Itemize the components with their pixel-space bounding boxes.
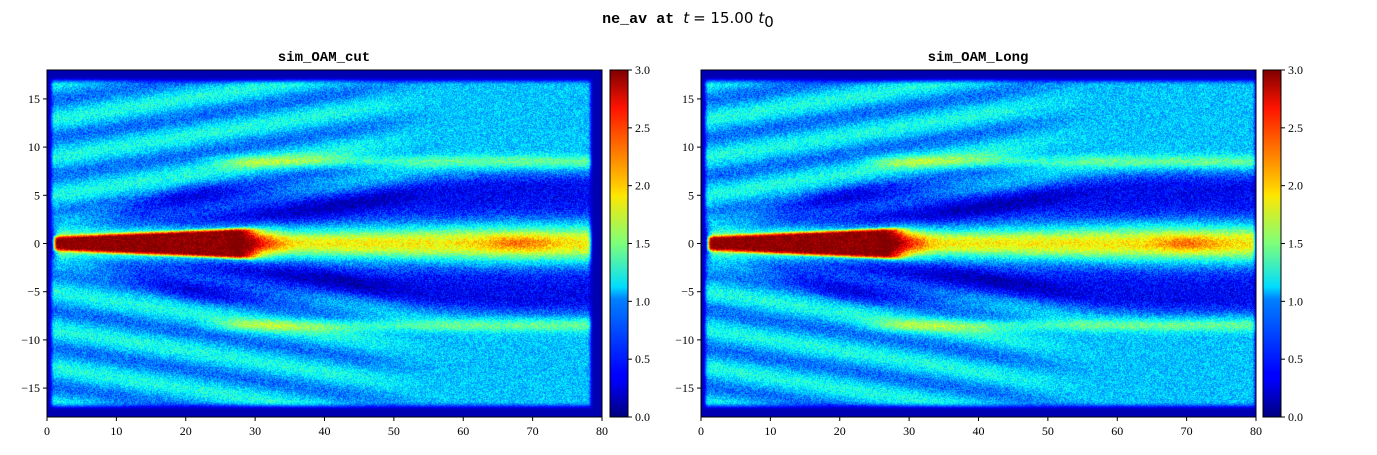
panel-title-sim-oam-cut: sim_OAM_cut bbox=[278, 50, 370, 66]
colorbar-tick-label-sim-oam-long: 2.0 bbox=[1288, 179, 1303, 193]
colorbar-tick-label-sim-oam-cut: 1.5 bbox=[635, 237, 650, 251]
colorbar-tick-label-sim-oam-long: 2.5 bbox=[1288, 121, 1303, 135]
x-tick-label-sim-oam-cut: 70 bbox=[527, 424, 539, 438]
colorbar-tick-label-sim-oam-cut: 2.0 bbox=[635, 179, 650, 193]
panel-sim-oam-cut: sim_OAM_cut 0 10 20 30 40 50 60 70 80151050−5−10… bbox=[21, 50, 650, 438]
y-tick-label-sim-oam-cut: −5 bbox=[27, 285, 40, 299]
y-tick-label-sim-oam-cut: −10 bbox=[21, 333, 40, 347]
colorbar-ticks-sim-oam-cut: 0.0 0.5 1.0 1.5 2.0 2.5 3.0 bbox=[628, 63, 650, 424]
suptitle-variable: ne_av bbox=[602, 11, 647, 28]
x-tick-label-sim-oam-cut: 40 bbox=[319, 424, 331, 438]
y-tick-label-sim-oam-long: 0 bbox=[688, 237, 694, 251]
x-tick-label-sim-oam-cut: 20 bbox=[180, 424, 192, 438]
panel-sim-oam-long: sim_OAM_Long 0 10 20 30 40 50 60 70 80151050−5−1… bbox=[675, 50, 1303, 438]
x-tick-label-sim-oam-long: 40 bbox=[973, 424, 985, 438]
y-tick-label-sim-oam-long: 5 bbox=[688, 188, 694, 202]
suptitle-time-value: = 15.00 bbox=[693, 9, 753, 27]
y-tick-label-sim-oam-long: −15 bbox=[675, 381, 694, 395]
colorbar-tick-label-sim-oam-long: 0.5 bbox=[1288, 352, 1303, 366]
suptitle-time-unit-subscript: 0 bbox=[764, 13, 774, 31]
colorbar-ticks-sim-oam-long: 0.0 0.5 1.0 1.5 2.0 2.5 3.0 bbox=[1281, 63, 1303, 424]
colorbar-tick-label-sim-oam-long: 3.0 bbox=[1288, 63, 1303, 77]
y-tick-label-sim-oam-cut: 5 bbox=[34, 188, 40, 202]
y-tick-label-sim-oam-long: −5 bbox=[681, 285, 694, 299]
y-tick-label-sim-oam-cut: 15 bbox=[28, 92, 40, 106]
x-tick-label-sim-oam-cut: 50 bbox=[388, 424, 400, 438]
colorbar-tick-label-sim-oam-long: 1.5 bbox=[1288, 237, 1303, 251]
colorbar-tick-label-sim-oam-cut: 3.0 bbox=[635, 63, 650, 77]
colorbar-tick-label-sim-oam-cut: 0.0 bbox=[635, 410, 650, 424]
y-tick-label-sim-oam-long: 10 bbox=[682, 140, 694, 154]
x-tick-label-sim-oam-long: 70 bbox=[1181, 424, 1193, 438]
colorbar-tick-label-sim-oam-cut: 1.0 bbox=[635, 294, 650, 308]
y-tick-label-sim-oam-cut: 10 bbox=[28, 140, 40, 154]
y-tick-label-sim-oam-cut: 0 bbox=[34, 237, 40, 251]
x-tick-label-sim-oam-cut: 0 bbox=[44, 424, 50, 438]
colorbar-sim-oam-long bbox=[1263, 70, 1281, 417]
x-tick-label-sim-oam-long: 60 bbox=[1111, 424, 1123, 438]
suptitle-at: at bbox=[656, 11, 674, 28]
colorbar-tick-label-sim-oam-cut: 0.5 bbox=[635, 352, 650, 366]
x-tick-label-sim-oam-long: 20 bbox=[834, 424, 846, 438]
suptitle-time-symbol: t bbox=[683, 9, 690, 27]
figure-suptitle: ne_av at t = 15.00 t0 bbox=[602, 9, 774, 31]
x-tick-label-sim-oam-long: 80 bbox=[1250, 424, 1262, 438]
y-tick-label-sim-oam-cut: −15 bbox=[21, 381, 40, 395]
y-tick-label-sim-oam-long: 15 bbox=[682, 92, 694, 106]
suptitle-time-unit: t bbox=[758, 9, 765, 27]
x-tick-label-sim-oam-cut: 80 bbox=[596, 424, 608, 438]
colorbar-tick-label-sim-oam-long: 1.0 bbox=[1288, 294, 1303, 308]
x-tick-label-sim-oam-long: 0 bbox=[698, 424, 704, 438]
colorbar-sim-oam-cut bbox=[610, 70, 628, 417]
panel-title-sim-oam-long: sim_OAM_Long bbox=[928, 50, 1029, 66]
x-tick-label-sim-oam-cut: 60 bbox=[457, 424, 469, 438]
x-tick-label-sim-oam-long: 30 bbox=[903, 424, 915, 438]
heatmap-image-sim-oam-long bbox=[701, 70, 1256, 417]
x-tick-label-sim-oam-long: 10 bbox=[764, 424, 776, 438]
colorbar-tick-label-sim-oam-long: 0.0 bbox=[1288, 410, 1303, 424]
y-tick-label-sim-oam-long: −10 bbox=[675, 333, 694, 347]
heatmap-image-sim-oam-cut bbox=[47, 70, 602, 417]
x-tick-label-sim-oam-long: 50 bbox=[1042, 424, 1054, 438]
x-tick-label-sim-oam-cut: 30 bbox=[249, 424, 261, 438]
colorbar-tick-label-sim-oam-cut: 2.5 bbox=[635, 121, 650, 135]
x-tick-label-sim-oam-cut: 10 bbox=[110, 424, 122, 438]
